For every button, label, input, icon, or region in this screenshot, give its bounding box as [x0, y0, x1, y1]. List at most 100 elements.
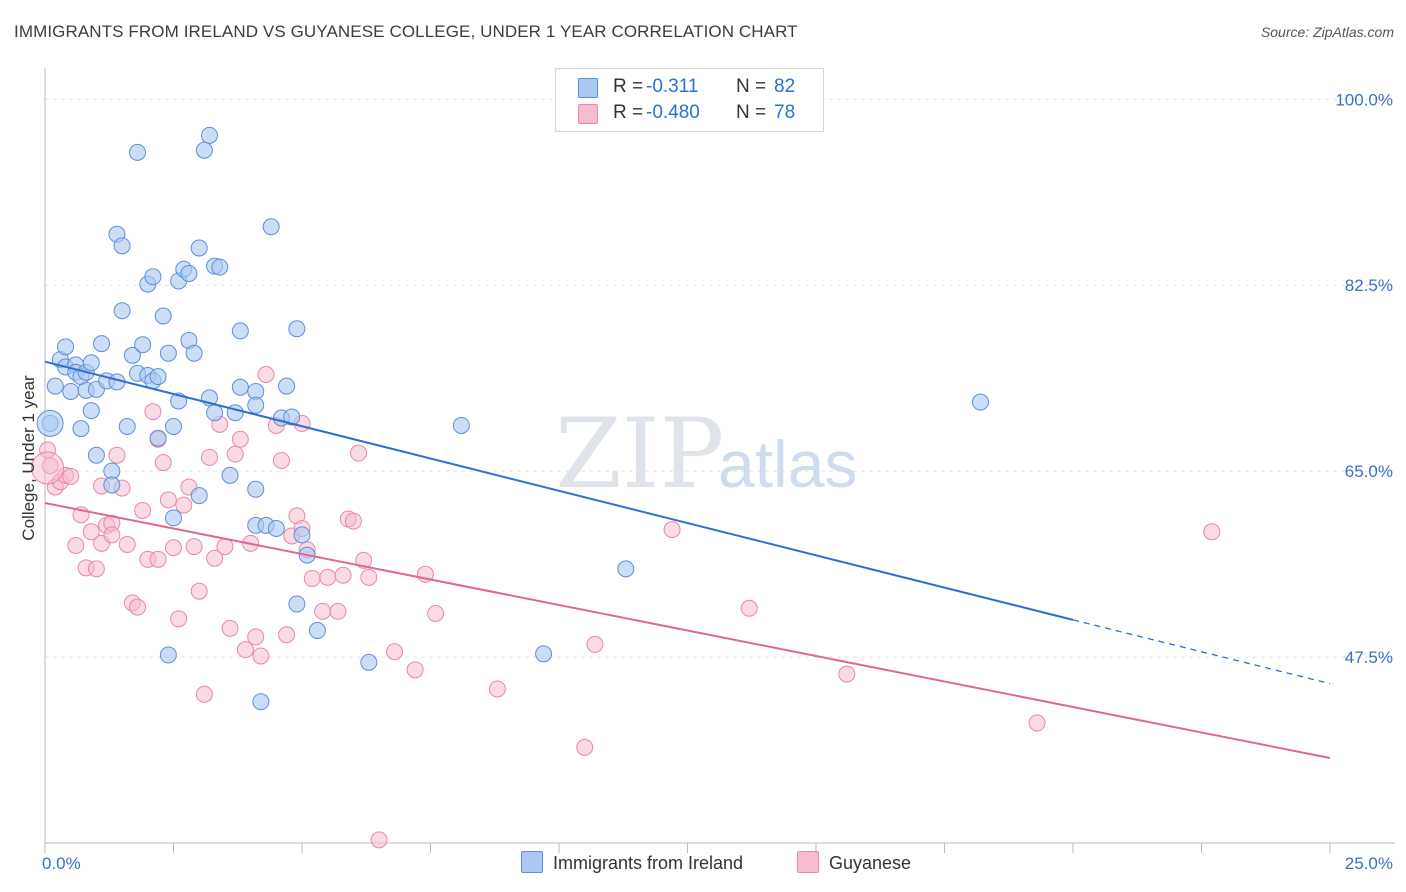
ireland-point: [252, 693, 270, 711]
ireland-point: [149, 368, 167, 386]
x-tick-label: 0.0%: [42, 854, 81, 873]
guyanese-point: [62, 467, 80, 485]
guyanese-point: [185, 538, 203, 556]
guyanese-point: [334, 566, 352, 584]
guyanese-point: [175, 496, 193, 514]
ireland-point: [283, 408, 301, 426]
guyanese-point: [355, 551, 373, 569]
ireland-point: [82, 354, 100, 372]
y-axis-label: College, Under 1 year: [19, 375, 38, 541]
ireland-point: [190, 239, 208, 257]
n-label: N =: [736, 76, 767, 97]
ireland-point: [278, 377, 296, 395]
guyanese-point: [221, 619, 239, 637]
ireland-point: [118, 418, 136, 435]
ireland-point: [46, 377, 64, 395]
guyanese-point: [278, 626, 296, 644]
guyanese-point: [206, 549, 224, 567]
ireland-point: [154, 307, 172, 325]
ireland-point: [247, 396, 265, 414]
ireland-point: [87, 446, 105, 464]
y-tick-label: 100.0%: [1335, 90, 1393, 109]
n-value: 82: [774, 76, 796, 97]
ireland-point: [231, 378, 249, 396]
x-tick-label: 25.0%: [1345, 854, 1393, 873]
ireland-point: [971, 393, 989, 411]
guyanese-point: [427, 605, 445, 622]
tick-labels: 47.5% 65.0% 82.5% 100.0% 0.0% 25.0%: [42, 90, 1393, 873]
ireland-point: [113, 302, 131, 320]
ireland-label: Immigrants from Ireland: [553, 853, 744, 873]
guyanese-point: [154, 454, 172, 472]
guyanese-point: [67, 537, 85, 554]
ireland-swatch: [578, 78, 598, 98]
ireland-point: [308, 622, 326, 639]
ireland-swatch: [521, 851, 543, 873]
guyanese-point: [200, 448, 218, 466]
guyanese-point: [303, 569, 321, 587]
r-label: R =: [613, 102, 644, 123]
ireland-point: [211, 258, 229, 276]
ireland-point: [57, 338, 75, 356]
ireland-point: [134, 336, 152, 354]
trend-lines: [44, 360, 1331, 759]
guyanese-point: [329, 602, 347, 620]
ireland-point: [144, 268, 162, 286]
ireland-point: [452, 416, 470, 434]
guyanese-swatch: [797, 851, 819, 873]
ireland-points: [36, 126, 989, 711]
ireland-point: [93, 335, 111, 353]
ireland-point: [288, 595, 306, 613]
guyanese-point: [1028, 714, 1046, 732]
guyanese-point: [103, 526, 121, 544]
guyanese-point: [118, 535, 136, 553]
ireland-point: [159, 646, 177, 664]
ireland-point: [200, 126, 218, 144]
ireland-point: [165, 509, 182, 527]
guyanese-point: [272, 452, 290, 469]
ireland-trend-extension: [1072, 619, 1331, 685]
correlation-legend: R = -0.311 N = 82 R = -0.480 N = 78: [555, 68, 824, 132]
guyanese-point: [87, 560, 105, 578]
ireland-point: [159, 344, 177, 362]
ireland-point: [165, 418, 182, 435]
n-label: N =: [736, 102, 767, 123]
guyanese-point: [350, 444, 368, 462]
watermark-zip: ZIP: [555, 398, 724, 510]
guyanese-point: [129, 598, 147, 616]
guyanese-point: [231, 430, 249, 448]
ireland-point: [231, 322, 249, 340]
chart-title: IMMIGRANTS FROM IRELAND VS GUYANESE COLL…: [14, 22, 798, 41]
r-value: -0.311: [646, 76, 699, 97]
r-label: R =: [613, 76, 644, 97]
guyanese-point: [108, 446, 126, 464]
guyanese-point: [586, 635, 604, 653]
y-tick-label: 65.0%: [1345, 462, 1393, 481]
guyanese-point: [370, 831, 388, 849]
ireland-point: [293, 526, 311, 544]
y-tick-label: 47.5%: [1345, 648, 1393, 667]
guyanese-point: [252, 647, 270, 665]
ireland-trend-line: [44, 360, 1074, 621]
guyanese-point: [165, 539, 182, 557]
guyanese-point: [576, 738, 594, 756]
bottom-legend-guyanese: Guyanese: [797, 851, 911, 874]
ireland-point: [36, 409, 64, 437]
y-tick-label: 82.5%: [1345, 276, 1393, 295]
ireland-point: [262, 218, 280, 236]
n-value: 78: [774, 102, 796, 123]
ireland-point: [190, 487, 208, 505]
r-value: -0.480: [646, 102, 700, 123]
guyanese-point: [134, 501, 152, 519]
source-label: Source: ZipAtlas.com: [1260, 24, 1394, 40]
guyanese-point: [159, 491, 177, 509]
guyanese-point: [226, 445, 244, 463]
ireland-point: [103, 476, 121, 494]
ireland-point: [221, 466, 239, 484]
ireland-point: [195, 141, 213, 159]
guyanese-point: [195, 685, 213, 703]
guyanese-point: [144, 403, 162, 421]
guyanese-point: [216, 538, 234, 556]
ireland-point: [180, 265, 198, 282]
ireland-point: [123, 346, 141, 364]
